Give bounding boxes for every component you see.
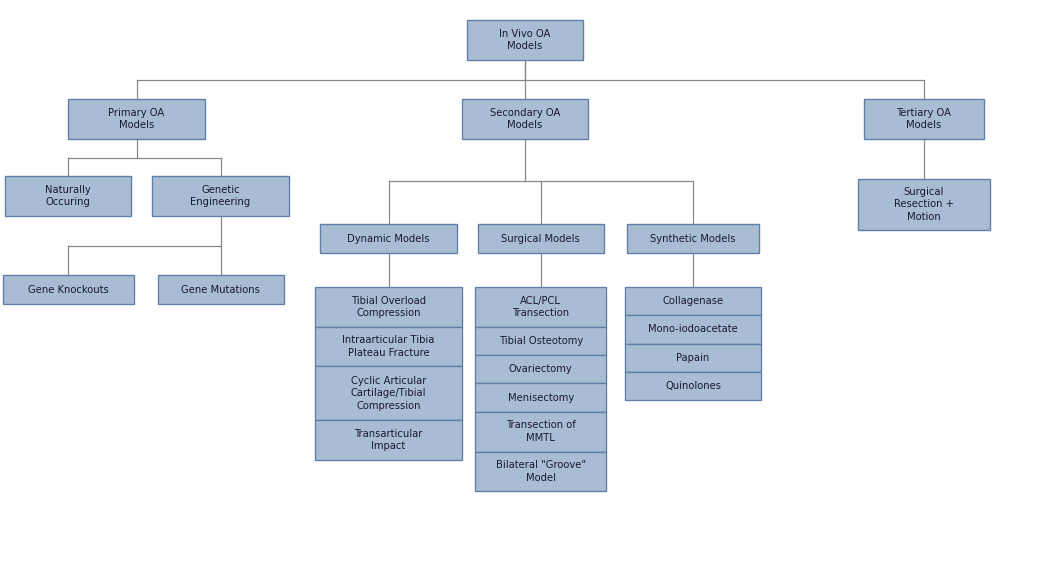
Text: Papain: Papain (676, 353, 710, 363)
Text: Cyclic Articular
Cartilage/Tibial
Compression: Cyclic Articular Cartilage/Tibial Compre… (351, 376, 426, 411)
Text: Genetic
Engineering: Genetic Engineering (190, 185, 251, 207)
FancyBboxPatch shape (625, 287, 761, 315)
FancyBboxPatch shape (315, 420, 462, 460)
FancyBboxPatch shape (475, 355, 607, 383)
Text: Ovariectomy: Ovariectomy (509, 364, 572, 374)
FancyBboxPatch shape (158, 275, 284, 304)
FancyBboxPatch shape (625, 372, 761, 400)
Text: Gene Knockouts: Gene Knockouts (28, 285, 108, 295)
Text: Collagenase: Collagenase (663, 296, 723, 306)
FancyBboxPatch shape (478, 224, 604, 253)
Text: Mono-iodoacetate: Mono-iodoacetate (648, 324, 738, 335)
Text: Synthetic Models: Synthetic Models (650, 233, 736, 244)
Text: Bilateral "Groove"
Model: Bilateral "Groove" Model (496, 460, 586, 483)
FancyBboxPatch shape (859, 179, 989, 230)
Text: Surgical
Resection +
Motion: Surgical Resection + Motion (894, 187, 954, 222)
Text: ACL/PCL
Transection: ACL/PCL Transection (512, 295, 569, 318)
FancyBboxPatch shape (462, 99, 588, 139)
Text: Quinolones: Quinolones (665, 381, 721, 391)
FancyBboxPatch shape (5, 176, 131, 216)
FancyBboxPatch shape (475, 383, 607, 412)
FancyBboxPatch shape (3, 275, 134, 304)
Text: Surgical Models: Surgical Models (502, 233, 580, 244)
Text: Menisectomy: Menisectomy (507, 392, 574, 403)
Text: Primary OA
Models: Primary OA Models (108, 108, 165, 131)
FancyBboxPatch shape (467, 20, 583, 60)
FancyBboxPatch shape (625, 315, 761, 344)
FancyBboxPatch shape (320, 224, 457, 253)
Text: Gene Mutations: Gene Mutations (181, 285, 260, 295)
FancyBboxPatch shape (152, 176, 289, 216)
FancyBboxPatch shape (315, 366, 462, 420)
FancyBboxPatch shape (315, 327, 462, 366)
FancyBboxPatch shape (475, 327, 607, 355)
Text: Transarticular
Impact: Transarticular Impact (354, 429, 423, 452)
FancyBboxPatch shape (315, 287, 462, 327)
Text: Tibial Overload
Compression: Tibial Overload Compression (351, 295, 426, 318)
Text: Tertiary OA
Models: Tertiary OA Models (897, 108, 951, 131)
Text: Secondary OA
Models: Secondary OA Models (489, 108, 561, 131)
Text: Dynamic Models: Dynamic Models (348, 233, 429, 244)
FancyBboxPatch shape (475, 412, 607, 452)
FancyBboxPatch shape (628, 224, 758, 253)
Text: In Vivo OA
Models: In Vivo OA Models (500, 28, 550, 51)
FancyBboxPatch shape (863, 99, 985, 139)
FancyBboxPatch shape (475, 287, 607, 327)
FancyBboxPatch shape (68, 99, 205, 139)
Text: Naturally
Occuring: Naturally Occuring (45, 185, 91, 207)
Text: Intraarticular Tibia
Plateau Fracture: Intraarticular Tibia Plateau Fracture (342, 335, 435, 358)
FancyBboxPatch shape (475, 452, 607, 491)
Text: Tibial Osteotomy: Tibial Osteotomy (499, 336, 583, 346)
FancyBboxPatch shape (625, 344, 761, 372)
Text: Transection of
MMTL: Transection of MMTL (506, 420, 575, 443)
